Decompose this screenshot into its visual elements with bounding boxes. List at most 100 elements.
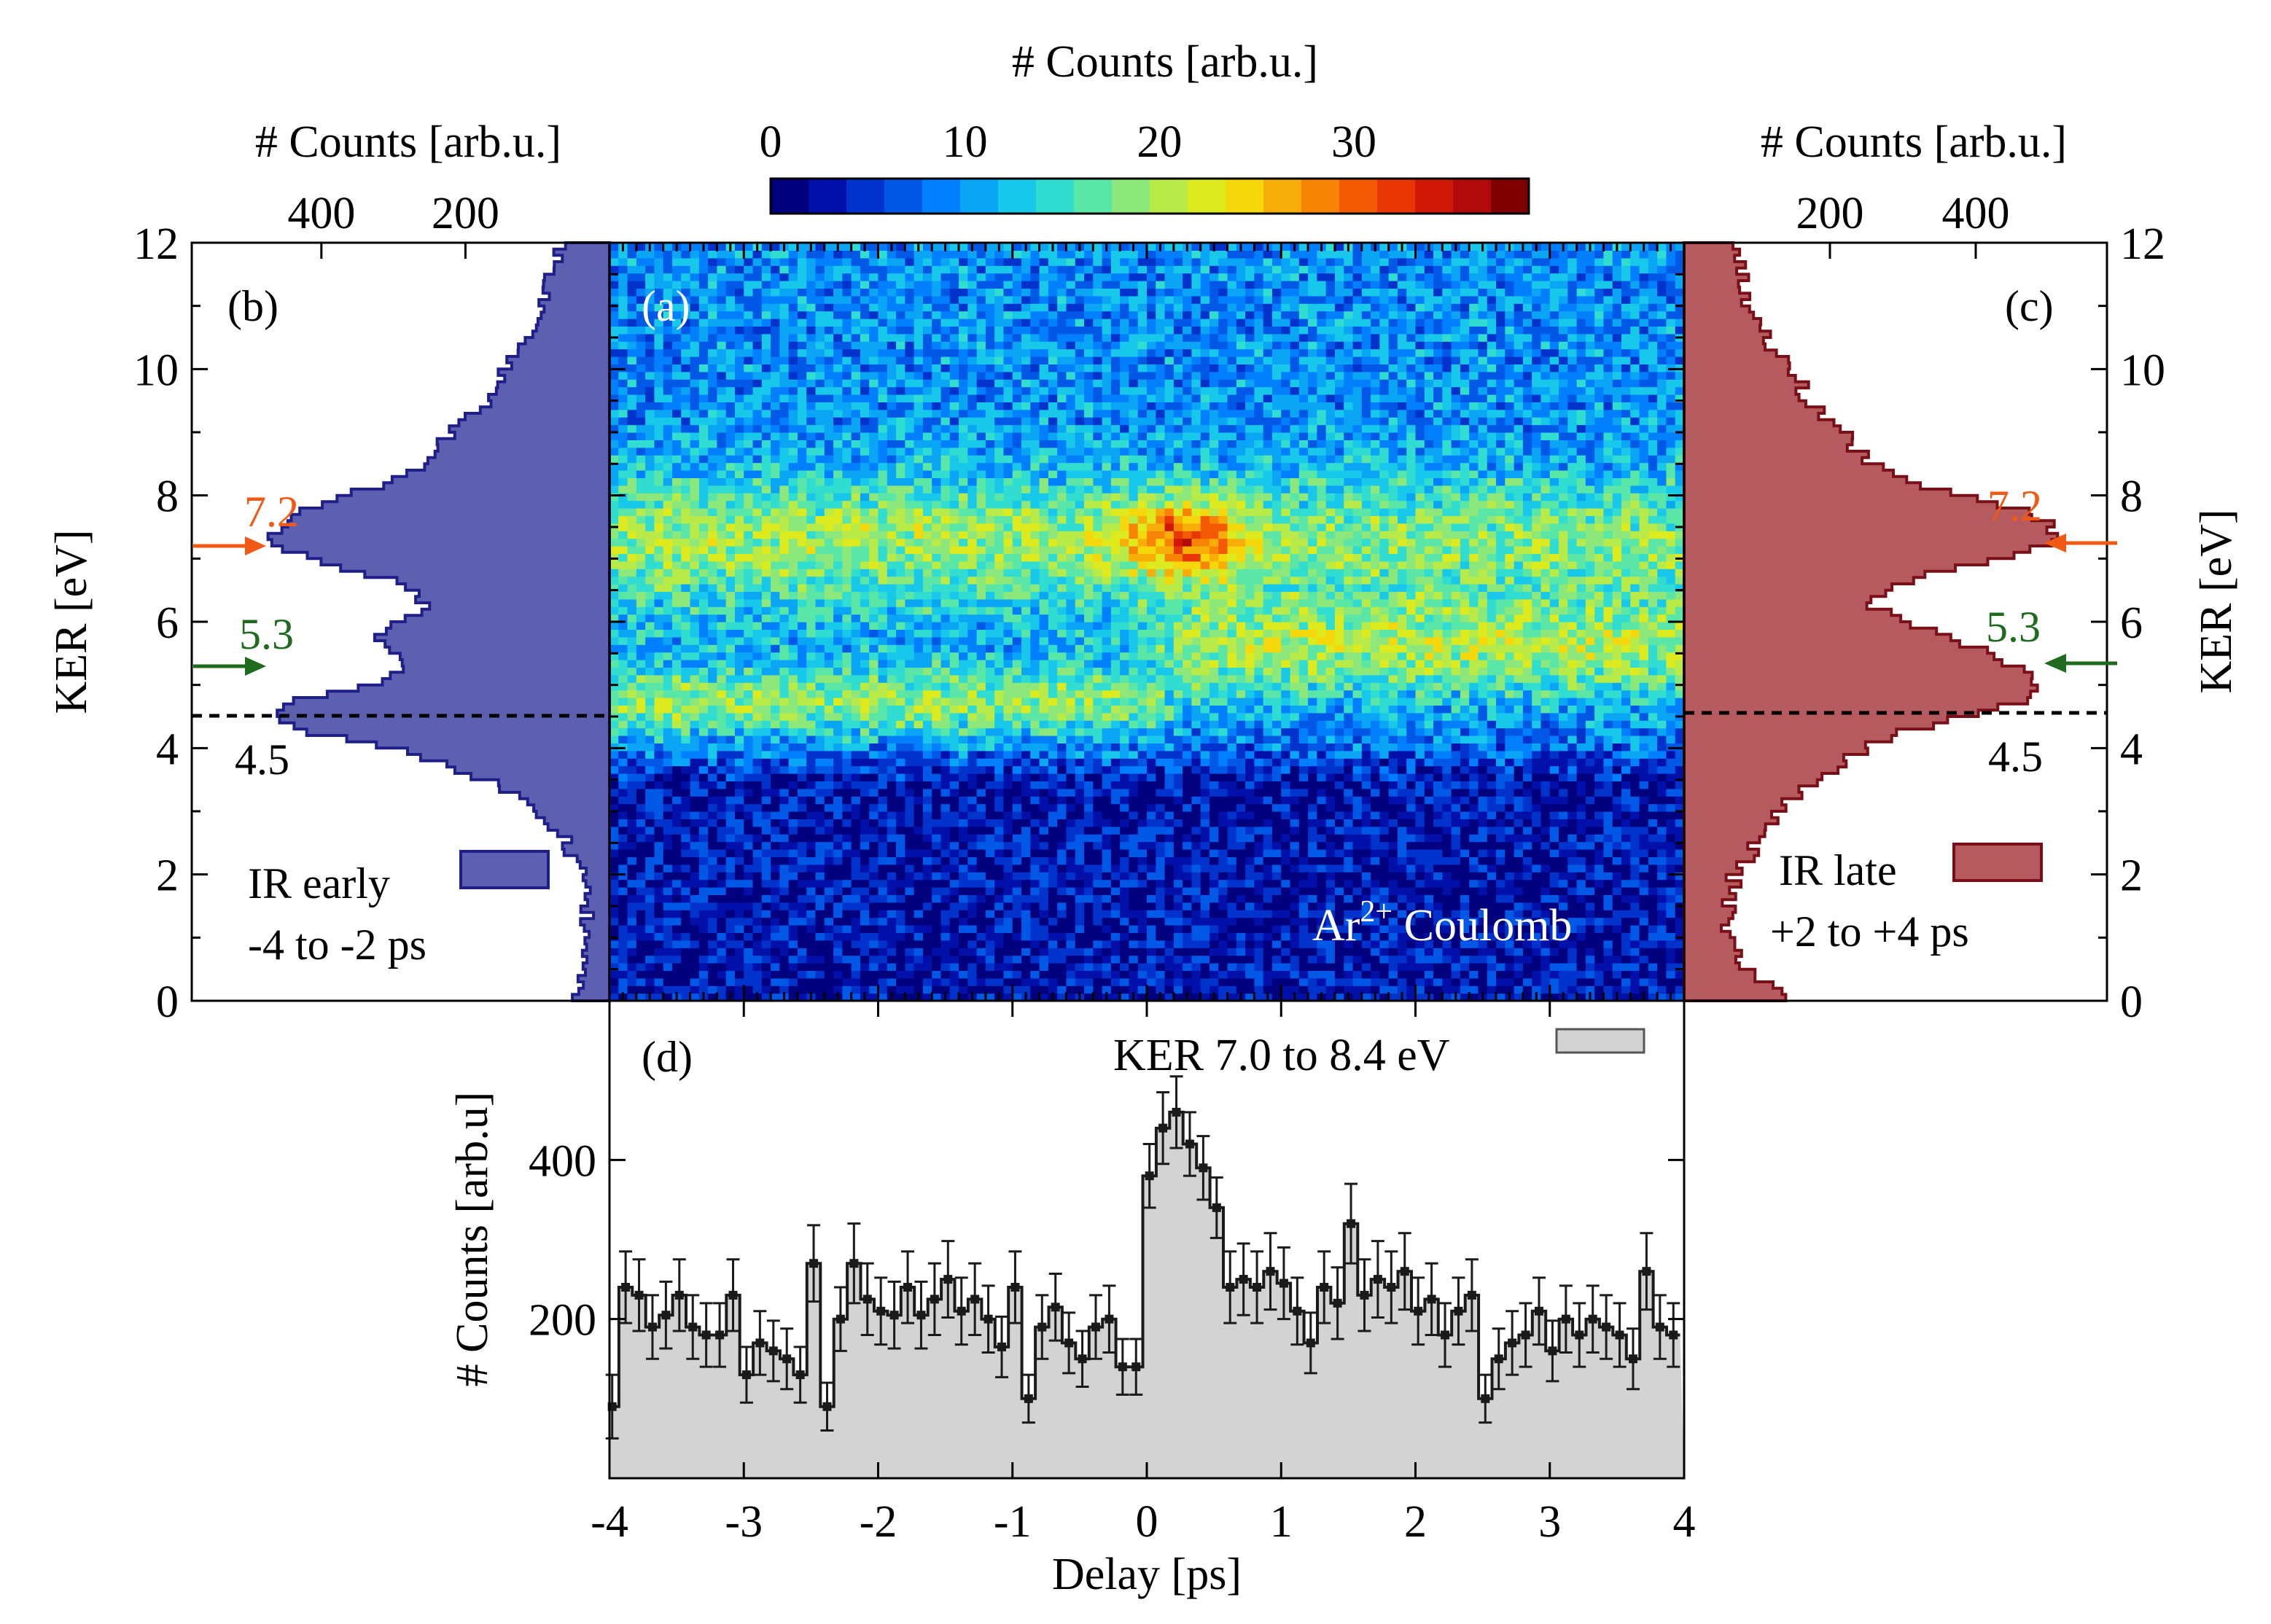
heatmap-cell (1451, 864, 1461, 872)
heatmap-cell (1003, 773, 1013, 781)
heatmap-cell (1344, 940, 1354, 948)
heatmap-cell (1648, 781, 1658, 789)
heatmap-cell (1048, 977, 1058, 986)
heatmap-cell (725, 955, 736, 964)
heatmap-cell (1325, 902, 1336, 910)
heatmap-cell (940, 985, 951, 994)
heatmap-cell (717, 781, 727, 789)
heatmap-cell (645, 712, 655, 721)
heatmap-cell (1648, 894, 1658, 903)
heatmap-cell (1075, 879, 1085, 888)
heatmap-cell (645, 826, 655, 835)
heatmap-cell (1236, 849, 1246, 857)
heatmap-cell (1460, 796, 1470, 805)
heatmap-cell (1183, 925, 1193, 933)
heatmap-cell (1003, 834, 1013, 843)
heatmap-cell (1263, 781, 1273, 789)
heatmap-cell (725, 781, 736, 789)
heatmap-cell (1200, 705, 1210, 714)
heatmap-cell (1191, 879, 1201, 888)
heatmap-cell (1290, 849, 1300, 857)
heatmap-cell (1281, 773, 1291, 781)
heatmap-cell (1021, 743, 1031, 752)
heatmap-cell (869, 712, 879, 721)
heatmap-cell (1021, 796, 1031, 805)
heatmap-cell (1522, 902, 1532, 910)
heatmap-cell (1433, 720, 1443, 729)
heatmap-cell (932, 720, 942, 729)
heatmap-cell (771, 743, 780, 752)
heatmap-cell (1191, 796, 1201, 805)
heatmap-cell (1415, 864, 1425, 872)
heatmap-cell (1415, 894, 1425, 903)
heatmap-cell (1227, 872, 1237, 881)
heatmap-cell (1433, 856, 1443, 865)
heatmap-cell (1317, 773, 1327, 781)
heatmap-cell (609, 698, 619, 706)
heatmap-cell (914, 948, 924, 956)
heatmap-cell (806, 849, 817, 857)
heatmap-cell (1003, 698, 1013, 706)
heatmap-cell (959, 948, 968, 956)
heatmap-cell (1191, 887, 1201, 895)
heatmap-cell (806, 758, 817, 767)
heatmap-cell (1603, 834, 1613, 843)
heatmap-cell (1469, 826, 1479, 835)
heatmap-cell (1621, 932, 1631, 941)
heatmap-cell (1424, 864, 1434, 872)
heatmap-cell (1621, 811, 1631, 819)
heatmap-cell (1334, 720, 1344, 729)
heatmap-cell (1594, 887, 1605, 895)
heatmap-cell (1030, 690, 1040, 698)
heatmap-cell (932, 826, 942, 835)
heatmap-cell (1576, 834, 1586, 843)
heatmap-cell (681, 970, 691, 979)
heatmap-cell (1522, 872, 1532, 881)
heatmap-cell (1478, 773, 1488, 781)
heatmap-cell (761, 872, 771, 881)
heatmap-cell (1576, 963, 1586, 971)
heatmap-cell (1585, 856, 1595, 865)
heatmap-cell (627, 887, 637, 895)
heatmap-cell (932, 803, 942, 812)
heatmap-cell (1030, 834, 1040, 843)
heatmap-cell (618, 682, 628, 691)
heatmap-cell (1281, 758, 1291, 767)
heatmap-cell (860, 985, 870, 994)
heatmap-cell (1048, 819, 1058, 827)
heatmap-cell (1532, 803, 1542, 812)
heatmap-cell (1612, 910, 1622, 918)
heatmap-cell (1084, 735, 1094, 743)
heatmap-cell (708, 720, 717, 729)
heatmap-cell (1191, 781, 1201, 789)
heatmap-cell (985, 773, 995, 781)
heatmap-cell (1290, 910, 1300, 918)
heatmap-cell (1057, 894, 1067, 903)
heatmap-cell (1030, 955, 1040, 964)
heatmap-cell (1549, 712, 1559, 721)
heatmap-cell (1397, 735, 1407, 743)
heatmap-cell (1361, 698, 1371, 706)
heatmap-cell (1675, 940, 1684, 948)
heatmap-cell (1110, 841, 1121, 850)
heatmap-cell (1388, 727, 1398, 736)
heatmap-cell (681, 841, 691, 850)
heatmap-cell (878, 834, 888, 843)
heatmap-cell (1415, 887, 1425, 895)
heatmap-cell (842, 932, 852, 941)
heatmap-cell (1505, 773, 1515, 781)
heatmap-cell (851, 698, 861, 706)
heatmap-cell (1496, 735, 1505, 743)
heatmap-cell (1585, 705, 1595, 714)
heatmap-cell (815, 796, 825, 805)
heatmap-cell (1585, 735, 1595, 743)
heatmap-cell (1514, 856, 1524, 865)
heatmap-cell (815, 872, 825, 881)
heatmap-cell (994, 750, 1005, 759)
heatmap-cell (761, 887, 771, 895)
heatmap-cell (833, 834, 843, 843)
heatmap-cell (1540, 948, 1551, 956)
heatmap-cell (1585, 781, 1595, 789)
heatmap-cell (1496, 811, 1505, 819)
heatmap-cell (842, 925, 852, 933)
